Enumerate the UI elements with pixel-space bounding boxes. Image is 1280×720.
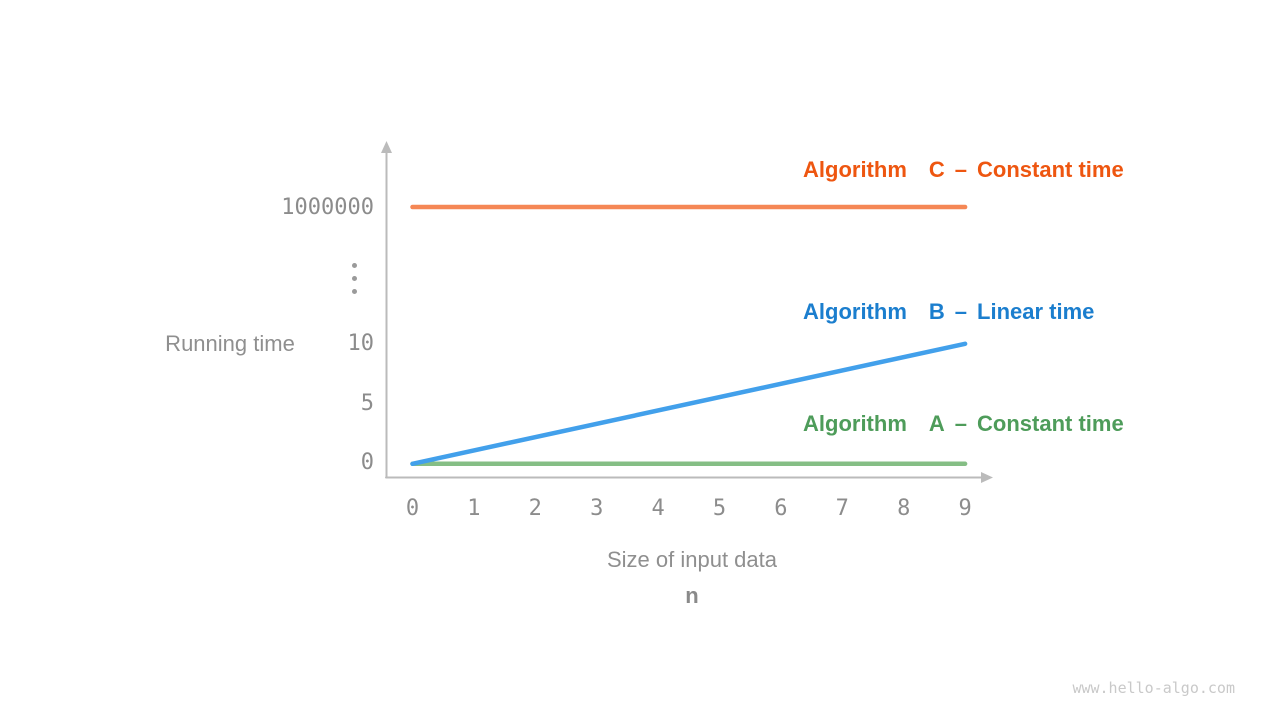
watermark: www.hello-algo.com — [1072, 679, 1235, 697]
legend-algorithm-word: Algorithm — [803, 411, 907, 436]
legend-item-algorithm-b: Algorithm B – Linear time — [803, 297, 1094, 327]
x-tick-label: 0 — [405, 496, 420, 521]
series-line-algorithm-b — [410, 341, 968, 467]
ellipsis-dot — [352, 263, 357, 268]
ellipsis-dot — [352, 289, 357, 294]
y-tick-label: 5 — [360, 391, 374, 416]
x-tick-label: 6 — [774, 496, 788, 521]
legend-algorithm-letter: B — [928, 299, 945, 324]
y-tick-label: 10 — [347, 331, 375, 356]
legend-algorithm-word: Algorithm — [803, 299, 907, 324]
ellipsis-dot — [352, 276, 357, 281]
x-tick-label: 8 — [897, 496, 911, 521]
legend-item-algorithm-c: Algorithm C – Constant time — [803, 155, 1124, 185]
y-tick-label: 1000000 — [281, 195, 374, 220]
x-tick-label: 5 — [712, 496, 727, 521]
legend-algorithm-word: Algorithm — [803, 157, 907, 182]
x-tick-label: 7 — [835, 496, 849, 521]
x-tick-label: 3 — [590, 496, 604, 521]
x-axis-symbol: n — [685, 583, 699, 608]
legend-item-algorithm-a: Algorithm A – Constant time — [803, 409, 1124, 439]
legend-dash: – — [954, 157, 968, 182]
x-tick-label: 1 — [467, 496, 481, 521]
x-tick-label: 2 — [528, 496, 542, 521]
y-axis-title: Running time — [165, 331, 295, 356]
legend-dash: – — [954, 411, 968, 436]
x-tick-label: 9 — [958, 496, 972, 521]
legend-algorithm-letter: C — [928, 157, 945, 182]
x-tick-label: 4 — [651, 496, 665, 521]
legend-description: Linear time — [977, 299, 1095, 324]
legend-description: Constant time — [977, 411, 1124, 436]
legend-description: Constant time — [977, 157, 1124, 182]
y-axis-arrow-icon — [381, 141, 392, 153]
legend-dash: – — [954, 299, 968, 324]
x-axis-title: Size of input data — [606, 547, 778, 572]
y-tick-label: 0 — [360, 450, 374, 475]
x-axis-arrow-icon — [981, 472, 993, 483]
legend-algorithm-letter: A — [928, 411, 945, 436]
y-axis-break-ellipsis — [352, 263, 357, 294]
